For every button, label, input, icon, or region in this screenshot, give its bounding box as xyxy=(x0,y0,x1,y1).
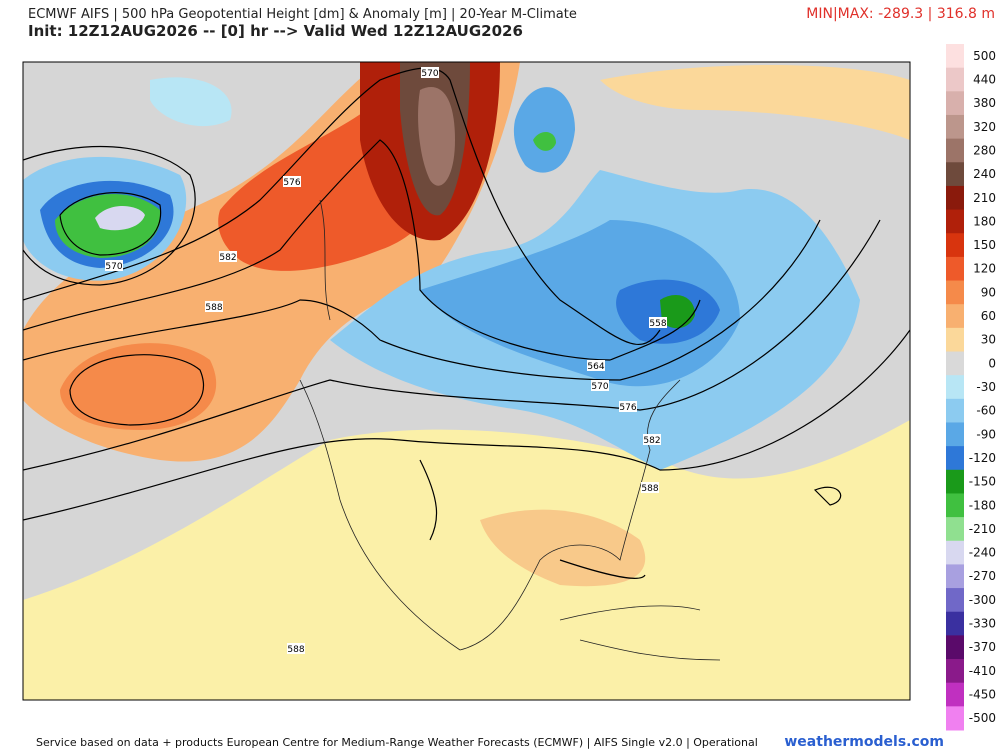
contour-label-bg xyxy=(619,401,637,412)
map-frame xyxy=(22,61,911,701)
contour-label-bg xyxy=(421,67,439,78)
legend-swatch xyxy=(946,375,964,400)
legend-label: -370 xyxy=(969,640,996,654)
legend-label: 210 xyxy=(973,191,996,205)
legend-swatch xyxy=(946,422,964,447)
contour-label: 588 xyxy=(287,645,304,655)
legend-swatch xyxy=(946,588,964,613)
contour-labels: 570 576 570 582 588 558 564 570 576 582 588 588 xyxy=(105,67,667,655)
legend-label: 380 xyxy=(973,96,996,110)
legend-swatch xyxy=(946,67,964,92)
subtitle: Init: 12Z12AUG2026 -- [0] hr --> Valid W… xyxy=(28,22,523,40)
contour-label-bg xyxy=(287,643,305,654)
legend-label: 30 xyxy=(981,333,996,347)
contour-label: 576 xyxy=(283,178,300,188)
legend-swatch xyxy=(946,398,964,423)
contour-label: 558 xyxy=(649,319,666,329)
legend-label: -450 xyxy=(969,688,996,702)
legend-label: -30 xyxy=(976,380,996,394)
legend-label: -60 xyxy=(976,404,996,418)
legend-label: -500 xyxy=(969,711,996,725)
legend-label: -240 xyxy=(969,546,996,560)
min-max: MIN|MAX: -289.3 | 316.8 m xyxy=(806,6,995,22)
legend-label: 180 xyxy=(973,214,996,228)
legend-swatch xyxy=(946,611,964,636)
legend-swatch xyxy=(946,351,964,376)
legend-swatch xyxy=(946,659,964,684)
legend-label: -300 xyxy=(969,593,996,607)
legend-swatch xyxy=(946,209,964,234)
legend-swatch xyxy=(946,44,964,69)
legend-label: 60 xyxy=(981,309,996,323)
legend-swatch xyxy=(946,540,964,565)
legend-label: -120 xyxy=(969,451,996,465)
legend: 500 440 380 320 280 240 210 180 150 120 90 60 30 0 -30… xyxy=(946,44,996,731)
title: ECMWF AIFS | 500 hPa Geopotential Height… xyxy=(28,7,577,22)
contour-label-bg xyxy=(205,301,223,312)
contour-label-bg xyxy=(591,380,609,391)
legend-swatch xyxy=(946,517,964,542)
legend-label: 0 xyxy=(988,356,996,370)
legend-label: -180 xyxy=(969,498,996,512)
contour-label-bg xyxy=(649,317,667,328)
legend-swatch xyxy=(946,114,964,140)
contour-label: 588 xyxy=(641,484,658,494)
legend-swatch xyxy=(946,185,964,211)
legend-swatch xyxy=(946,564,964,589)
contour-label-bg xyxy=(643,434,661,445)
contour-label-bg xyxy=(219,251,237,262)
legend-swatch xyxy=(946,91,964,116)
contour-label-bg xyxy=(587,360,605,371)
legend-swatch xyxy=(946,327,964,353)
legend-label: 240 xyxy=(973,167,996,181)
legend-swatch xyxy=(946,682,964,707)
contour-label: 570 xyxy=(105,262,122,272)
legend-label: 120 xyxy=(973,262,996,276)
legend-swatch xyxy=(946,446,964,471)
legend-swatch xyxy=(946,635,964,660)
legend-label: -210 xyxy=(969,522,996,536)
legend-swatch xyxy=(946,469,964,494)
legend-swatch xyxy=(946,138,964,163)
legend-swatch xyxy=(946,162,964,187)
legend-label: -90 xyxy=(976,427,996,441)
contour-label: 588 xyxy=(205,303,222,313)
legend-swatch xyxy=(946,304,964,329)
legend-label: 280 xyxy=(973,143,996,157)
contour-label-bg xyxy=(105,260,123,271)
contour-label-bg xyxy=(641,482,659,493)
legend-label: -330 xyxy=(969,617,996,631)
legend-label: 90 xyxy=(981,285,996,299)
contour-label: 564 xyxy=(587,362,604,372)
legend-swatch xyxy=(946,493,964,518)
legend-label: 320 xyxy=(973,120,996,134)
legend-swatch xyxy=(946,706,964,731)
contour-label: 576 xyxy=(619,403,636,413)
contour-label: 582 xyxy=(219,253,236,263)
map xyxy=(23,62,910,700)
legend-label: 150 xyxy=(973,238,996,252)
legend-label: -410 xyxy=(969,664,996,678)
legend-label: -270 xyxy=(969,569,996,583)
contour-label: 582 xyxy=(643,436,660,446)
legend-label: -150 xyxy=(969,475,996,489)
legend-swatch xyxy=(946,233,964,258)
footer: Service based on data + products Europea… xyxy=(36,736,758,749)
contour-label: 570 xyxy=(591,382,608,392)
contour-label: 570 xyxy=(421,69,438,79)
contour-label-bg xyxy=(283,176,301,187)
legend-label: 440 xyxy=(973,72,996,86)
legend-swatch xyxy=(946,256,964,282)
legend-label: 500 xyxy=(973,49,996,63)
legend-swatch xyxy=(946,280,964,305)
website: weathermodels.com xyxy=(784,734,944,750)
